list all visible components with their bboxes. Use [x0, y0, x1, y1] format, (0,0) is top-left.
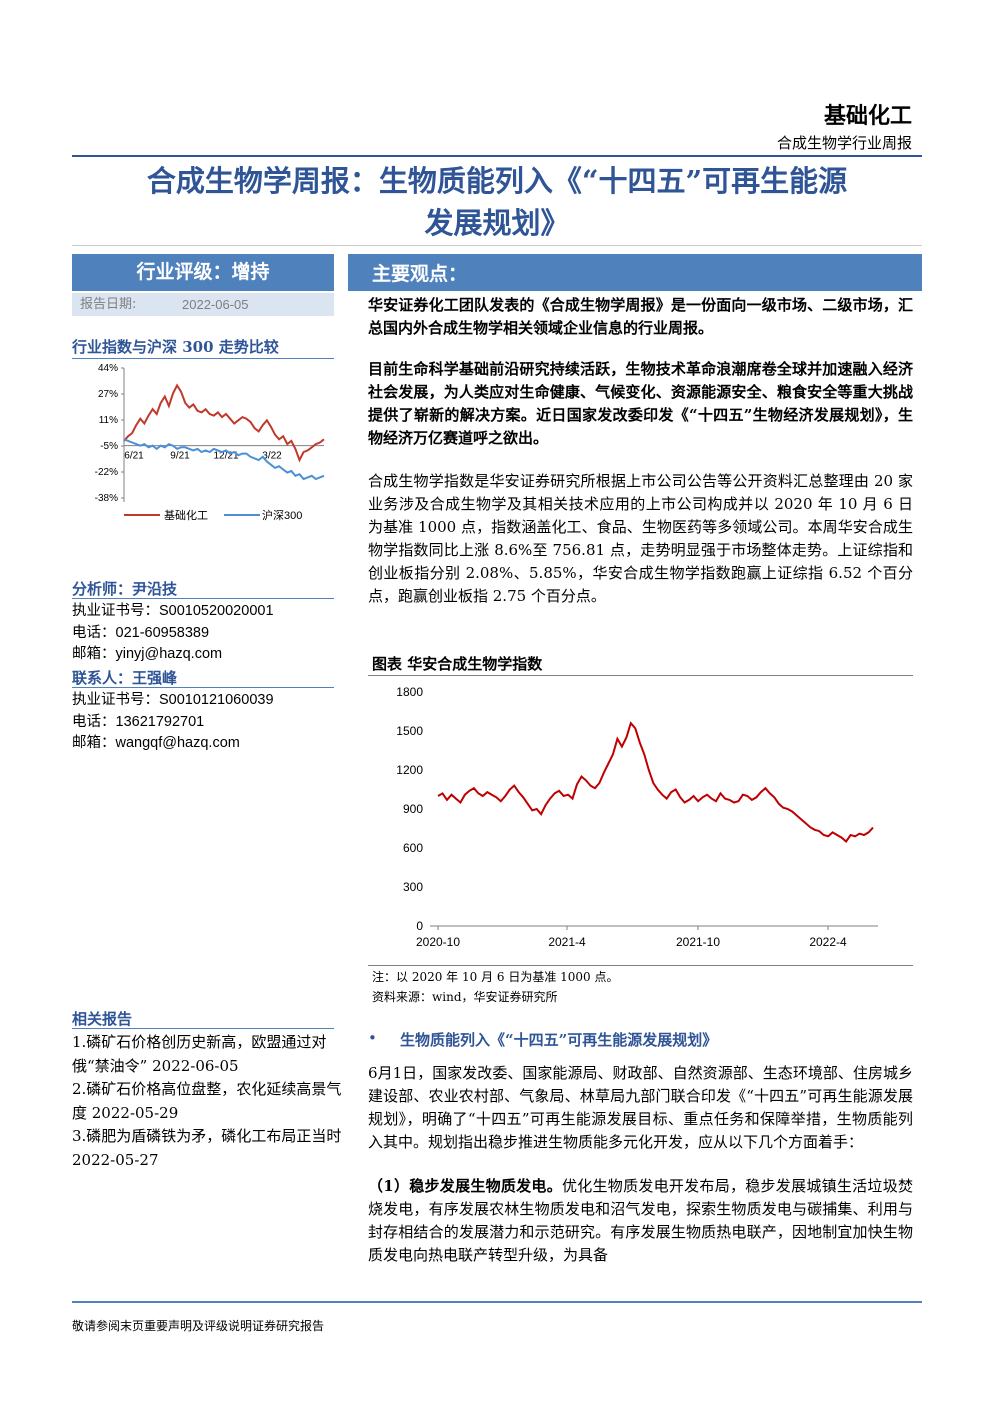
compare-x-tick-label: 3/22 [262, 451, 282, 462]
figure-source: 资料来源：wind，华安证券研究所 [372, 990, 558, 1004]
industry-series-line [123, 383, 325, 463]
index-y-tick-label: 1800 [396, 685, 423, 699]
compare-x-tick-label: 9/21 [170, 451, 190, 462]
contact-email[interactable]: wangqf@hazq.com [115, 735, 240, 751]
main-points-label: 主要观点： [372, 263, 468, 285]
index-y-tick-label: 1500 [396, 724, 423, 738]
index-x-tick-label: 2021-10 [676, 935, 720, 949]
synbio-index-chart: 0 300 600 900 1200 1500 1800 2020-10 2021-4 2021… [396, 685, 878, 949]
compare-chart-title: 行业指数与沪深 300 走势比较 [72, 338, 279, 356]
legend-hs300: 沪深300 [262, 508, 302, 522]
related-report-item[interactable]: 2.磷矿石价格高位盘整，农化延续高景气度 2022-05-29 [72, 1080, 342, 1122]
compare-y-tick-label: -5% [100, 441, 118, 452]
related-report-item[interactable]: 1.磷矿石价格创历史新高，欧盟通过对俄“禁油令” 2022-06-05 [72, 1033, 327, 1075]
intro-paragraph: 华安证券化工团队发表的《合成生物学周报》是一份面向一级市场、二级市场，汇总国内外… [368, 296, 913, 337]
index-y-tick-label: 300 [403, 880, 423, 894]
index-x-tick-label: 2020-10 [416, 935, 460, 949]
index-y-tick-label: 0 [416, 919, 423, 933]
figure-title: 图表 华安合成生物学指数 [372, 655, 543, 673]
report-date-label: 报告日期: [80, 297, 137, 312]
analyst-title: 分析师：尹沿技 [72, 580, 178, 598]
overview-paragraph: 目前生命科学基础前沿研究持续活跃，生物技术革命浪潮席卷全球并加速融入经济社会发展… [368, 360, 913, 447]
analyst-cert-label: 执业证书号： [72, 603, 159, 619]
analyst-email-label: 邮箱： [72, 646, 116, 662]
bullet-dot-icon: • [368, 1029, 377, 1047]
compare-y-tick-label: 44% [98, 363, 118, 374]
title-line-1: 合成生物学周报：生物质能列入《“十四五”可再生能源 [146, 164, 848, 198]
related-reports-list: 1.磷矿石价格创历史新高，欧盟通过对俄“禁油令” 2022-06-05 2.磷矿… [72, 1031, 342, 1172]
figure-top-rule [368, 675, 913, 676]
header-divider [72, 155, 922, 157]
report-date-box: 报告日期: 2022-06-05 [72, 293, 334, 316]
legend-industry: 基础化工 [164, 508, 208, 522]
synbio-index-line [437, 721, 874, 843]
contact-phone: 13621792701 [115, 713, 205, 730]
compare-chart: 44% 27% 11% -5% -22% -38% 6/21 9/21 12/21 3/22 基… [95, 363, 325, 522]
index-y-tick-label: 900 [403, 802, 423, 816]
figure-bottom-rule [368, 965, 913, 966]
index-x-tick-label: 2021-4 [548, 935, 586, 949]
rating-box: 行业评级：增持 [72, 254, 334, 291]
footer-divider [72, 1301, 922, 1303]
related-underline [72, 1028, 334, 1029]
compare-y-tick-label: -38% [95, 493, 118, 504]
analyst-cert: S0010520020001 [159, 603, 274, 619]
biomass-power-heading: （1）稳步发展生物质发电。 [368, 1177, 562, 1195]
footer-disclaimer: 敬请参阅末页重要声明及评级说明证券研究报告 [72, 1319, 325, 1333]
section-heading: 生物质能列入《“十四五”可再生能源发展规划》 [400, 1031, 718, 1049]
contact-underline [72, 687, 334, 688]
contact-email-label: 邮箱： [72, 735, 116, 751]
compare-x-tick-label: 6/21 [124, 451, 144, 462]
sector-name: 基础化工 [823, 103, 912, 129]
compare-y-tick-label: -22% [95, 467, 118, 478]
hs300-series-line [123, 438, 325, 481]
analyst-underline [72, 598, 334, 599]
title-line-2: 发展规划》 [424, 206, 570, 240]
compare-title-underline [72, 358, 334, 359]
report-type: 合成生物学行业周报 [776, 134, 912, 152]
index-y-tick-label: 600 [403, 841, 423, 855]
related-reports-title: 相关报告 [72, 1010, 133, 1028]
index-y-tick-label: 1200 [396, 763, 423, 777]
main-points-header [348, 254, 922, 291]
contact-cert: S0010121060039 [159, 692, 274, 708]
analyst-email[interactable]: yinyj@hazq.com [115, 646, 223, 662]
compare-y-tick-label: 27% [98, 389, 118, 400]
compare-y-tick-label: 11% [99, 415, 118, 426]
analyst-phone: 021-60958389 [115, 624, 210, 641]
index-paragraph: 合成生物学指数是华安证券研究所根据上市公司公告等公开资料汇总整理由 20 家业务… [368, 472, 913, 605]
related-report-item[interactable]: 3.磷肥为盾磷铁为矛，磷化工布局正当时 2022-05-27 [72, 1127, 342, 1169]
biomass-power-paragraph: （1）稳步发展生物质发电。优化生物质发电开发布局，稳步发展城镇生活垃圾焚烧发电，… [368, 1175, 913, 1267]
contact-title: 联系人：王强峰 [72, 669, 178, 687]
report-title: 合成生物学周报：生物质能列入《“十四五”可再生能源 发展规划》 [72, 160, 922, 244]
contact-cert-label: 执业证书号： [72, 692, 159, 708]
biomass-power-text: 优化生物质发电开发布局，稳步发展城镇生活垃圾焚烧发电，有序发展农林生物质发电和沼… [368, 1177, 913, 1264]
report-date: 2022-06-05 [182, 297, 249, 312]
analyst-phone-label: 电话： [72, 624, 116, 641]
contact-info: 执业证书号：S0010121060039 电话：13621792701 邮箱：w… [72, 690, 274, 755]
figure-note: 注：以 2020 年 10 月 6 日为基准 1000 点。 [372, 970, 619, 984]
compare-x-tick-label: 12/21 [213, 451, 238, 462]
analyst-info: 执业证书号：S0010520020001 电话：021-60958389 邮箱：… [72, 601, 274, 666]
title-divider [72, 245, 922, 246]
index-x-tick-label: 2022-4 [809, 935, 847, 949]
contact-phone-label: 电话： [72, 713, 116, 730]
policy-paragraph: 6月1日，国家发改委、国家能源局、财政部、自然资源部、生态环境部、住房城乡建设部… [368, 1064, 913, 1151]
